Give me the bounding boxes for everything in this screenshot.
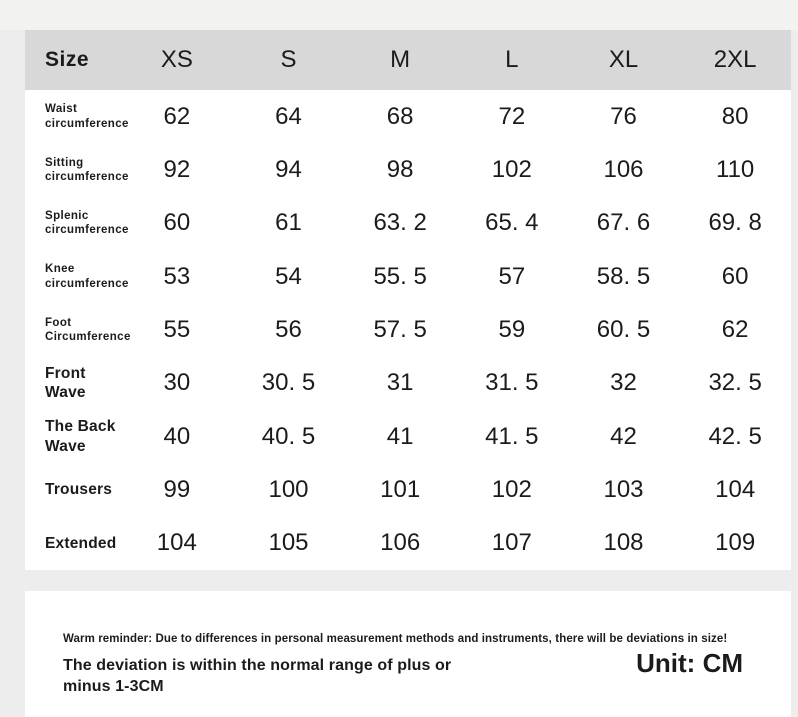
size-chart-header-row: Size XS S M L XL 2XL xyxy=(25,30,791,90)
value-cell: 32. 5 xyxy=(708,369,762,397)
header-size-label: Size xyxy=(45,48,90,71)
value-cell: 59 xyxy=(498,315,526,343)
value-cell: 56 xyxy=(275,315,302,343)
value-cell: 54 xyxy=(275,262,302,290)
value-cell: 102 xyxy=(491,475,532,503)
value-cell: 60 xyxy=(721,262,749,290)
table-row-waist-circumference: Waist circumference 62 64 68 72 76 80 xyxy=(25,90,791,143)
value-cell: 31. 5 xyxy=(485,369,539,397)
value-cell: 53 xyxy=(163,262,191,290)
value-cell: 106 xyxy=(603,155,644,183)
value-cell: 100 xyxy=(268,475,309,503)
value-cell: 63. 2 xyxy=(373,209,427,237)
value-cell: 98 xyxy=(386,155,414,183)
value-cell: 55 xyxy=(163,315,191,343)
value-cell: 110 xyxy=(716,155,755,183)
value-cell: 105 xyxy=(268,529,309,557)
row-label: Sitting circumference xyxy=(45,156,129,183)
value-cell: 30 xyxy=(163,369,191,397)
row-label: Waist circumference xyxy=(45,103,129,130)
table-row-foot-circumference: Foot Circumference 55 56 57. 5 59 60. 5 … xyxy=(25,303,791,356)
value-cell: 62 xyxy=(721,315,749,343)
size-chart-table: Size XS S M L XL 2XL Waist circumference… xyxy=(25,30,791,570)
value-cell: 62 xyxy=(163,102,191,130)
header-size-2xl: 2XL xyxy=(713,46,757,73)
header-size-xs: XS xyxy=(160,46,193,73)
table-row-trousers: Trousers 99 100 101 102 103 104 xyxy=(25,463,791,516)
value-cell: 42 xyxy=(610,422,637,450)
value-cell: 61 xyxy=(275,209,302,237)
table-row-knee-circumference: Knee circumference 53 54 55. 5 57 58. 5 … xyxy=(25,250,791,303)
value-cell: 57. 5 xyxy=(373,315,427,343)
value-cell: 80 xyxy=(721,102,749,130)
table-row-back-wave: The Back Wave 40 40. 5 41 41. 5 42 42. 5 xyxy=(25,410,791,463)
row-label: Knee circumference xyxy=(45,263,129,290)
value-cell: 31 xyxy=(386,369,414,397)
row-label: The Back Wave xyxy=(45,418,116,455)
table-row-front-wave: Front Wave 30 30. 5 31 31. 5 32 32. 5 xyxy=(25,357,791,410)
row-label: Trousers xyxy=(45,481,113,499)
value-cell: 76 xyxy=(610,102,637,130)
header-size-s: S xyxy=(280,46,297,73)
value-cell: 65. 4 xyxy=(485,209,539,237)
value-cell: 40 xyxy=(163,422,191,450)
warm-reminder-text: Warm reminder: Due to differences in per… xyxy=(63,633,728,645)
unit-label: Unit: CM xyxy=(636,648,743,678)
value-cell: 92 xyxy=(163,155,191,183)
value-cell: 64 xyxy=(275,102,302,130)
value-cell: 32 xyxy=(610,369,637,397)
value-cell: 103 xyxy=(603,475,644,503)
value-cell: 57 xyxy=(498,262,526,290)
row-label: Extended xyxy=(45,534,117,552)
value-cell: 108 xyxy=(603,529,644,557)
value-cell: 68 xyxy=(386,102,414,130)
row-label: Front Wave xyxy=(45,364,86,402)
header-size-l: L xyxy=(505,46,519,73)
value-cell: 40. 5 xyxy=(261,422,316,450)
value-cell: 72 xyxy=(498,102,526,130)
value-cell: 58. 5 xyxy=(596,262,651,290)
value-cell: 60. 5 xyxy=(596,315,651,343)
value-cell: 69. 8 xyxy=(708,209,762,237)
row-label: Splenic circumference xyxy=(45,209,129,237)
value-cell: 107 xyxy=(491,529,532,557)
row-label: Foot Circumference xyxy=(45,316,131,343)
value-cell: 104 xyxy=(715,475,756,503)
table-row-extended: Extended 104 105 106 107 108 109 xyxy=(25,517,791,570)
size-chart-body: Waist circumference 62 64 68 72 76 80 Si… xyxy=(25,90,791,570)
value-cell: 41. 5 xyxy=(485,422,539,450)
value-cell: 102 xyxy=(491,155,532,183)
value-cell: 94 xyxy=(275,155,302,183)
value-cell: 55. 5 xyxy=(373,262,427,290)
value-cell: 42. 5 xyxy=(708,422,762,450)
table-row-splenic-circumference: Splenic circumference 60 61 63. 2 65. 4 … xyxy=(25,197,791,250)
value-cell: 30. 5 xyxy=(261,369,316,397)
value-cell: 109 xyxy=(715,529,756,557)
top-margin-strip xyxy=(0,0,798,30)
value-cell: 101 xyxy=(380,475,421,503)
table-row-sitting-circumference: Sitting circumference 92 94 98 102 106 1… xyxy=(25,143,791,196)
header-size-m: M xyxy=(390,46,411,73)
value-cell: 41 xyxy=(386,422,414,450)
value-cell: 106 xyxy=(380,529,421,557)
value-cell: 99 xyxy=(163,475,191,503)
value-cell: 104 xyxy=(156,529,197,557)
value-cell: 67. 6 xyxy=(596,209,651,237)
value-cell: 60 xyxy=(163,209,191,237)
header-size-xl: XL xyxy=(608,46,639,73)
deviation-note-text: The deviation is within the normal range… xyxy=(63,657,452,695)
size-chart-footer: Warm reminder: Due to differences in per… xyxy=(25,591,791,717)
